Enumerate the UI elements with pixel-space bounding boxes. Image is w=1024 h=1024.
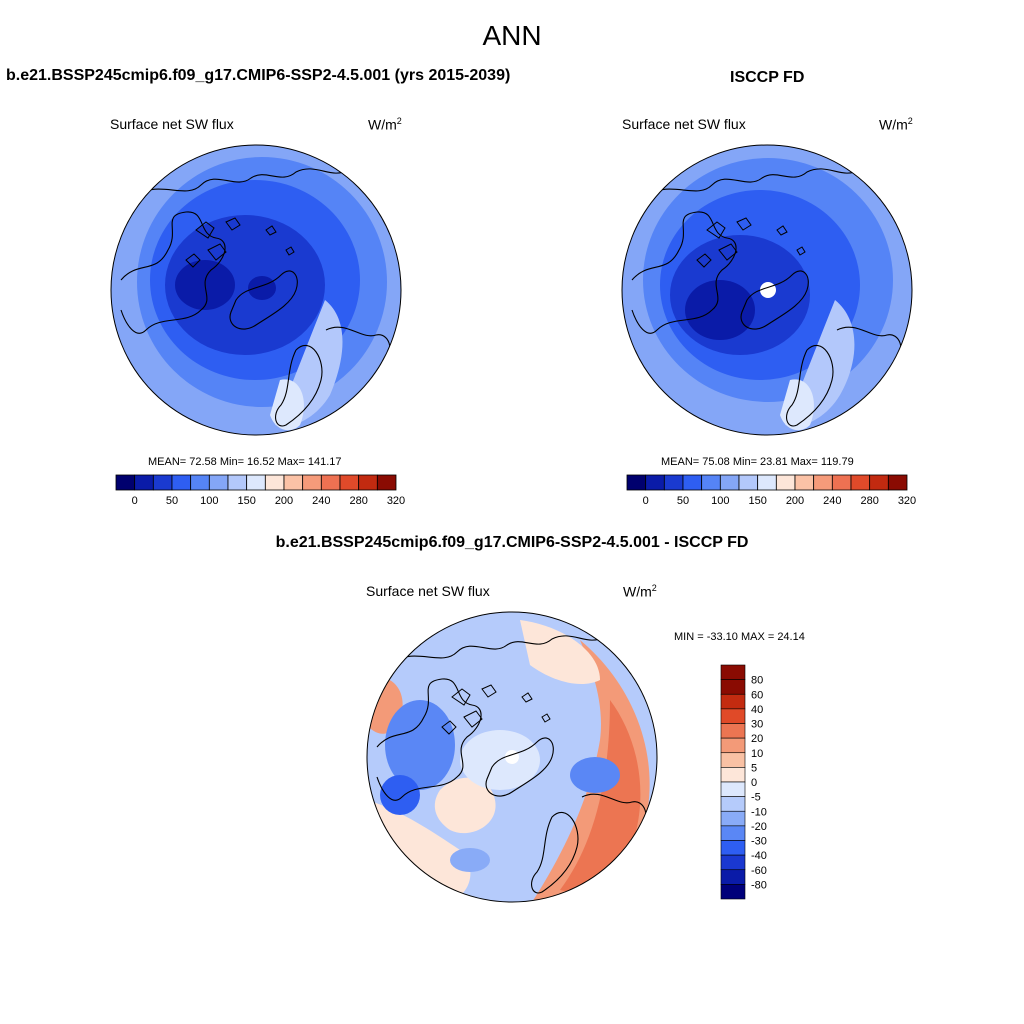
model-panel-title: b.e21.BSSP245cmip6.f09_g17.CMIP6-SSP2-4.… <box>6 67 511 84</box>
diff-colorbar-box <box>720 723 746 739</box>
diff-colorbar: 80 60 40 30 20 10 5 0 -5 -10 -20 -30 -40 -60 -80 <box>720 664 767 900</box>
model-colorbar-tick-label: 200 <box>275 495 293 507</box>
model-colorbar-tick-label: 0 <box>132 495 138 507</box>
model-colorbar-tick-label: 320 <box>387 495 405 507</box>
model-colorbar-box <box>283 474 304 491</box>
obs-colorbar-tick-label: 0 <box>643 495 649 507</box>
model-colorbar-tick-label: 100 <box>200 495 218 507</box>
obs-colorbar-box <box>719 474 740 491</box>
diff-colorbar-tick-label: -30 <box>751 836 767 848</box>
figure-title: ANN <box>482 20 542 51</box>
diff-colorbar-tick-label: 0 <box>751 777 757 789</box>
diff-colorbar-box <box>720 737 746 754</box>
model-variable-label: Surface net SW flux <box>110 116 234 132</box>
diff-colorbar-box <box>720 693 746 710</box>
obs-colorbar-box <box>738 474 759 491</box>
diff-colorbar-box <box>720 869 746 885</box>
model-colorbar: 0 50 100 150 200 240 280 320 <box>115 474 405 507</box>
diff-colorbar-tick-label: -60 <box>751 865 767 877</box>
model-colorbar-tick-label: 50 <box>166 495 178 507</box>
model-colorbar-tick-label: 150 <box>237 495 255 507</box>
model-colorbar-box <box>339 474 360 491</box>
model-colorbar-box <box>264 474 285 491</box>
model-colorbar-box <box>115 474 136 491</box>
obs-colorbar-box <box>831 474 852 491</box>
diff-units-label: W/m2 <box>623 583 657 600</box>
model-colorbar-box <box>208 474 229 491</box>
obs-colorbar-box <box>794 474 815 491</box>
obs-colorbar-box <box>682 474 703 491</box>
obs-colorbar-box <box>757 474 777 491</box>
model-colorbar-box <box>320 474 341 491</box>
diff-colorbar-box <box>720 796 746 812</box>
diff-colorbar-tick-label: 5 <box>751 762 757 774</box>
obs-colorbar-tick-label: 100 <box>711 495 729 507</box>
model-colorbar-box <box>358 474 378 491</box>
obs-colorbar-tick-label: 150 <box>748 495 766 507</box>
diff-colorbar-tick-label: -10 <box>751 806 767 818</box>
obs-stats: MEAN= 75.08 Min= 23.81 Max= 119.79 <box>661 456 854 468</box>
diff-colorbar-box <box>720 825 746 841</box>
diff-colorbar-box <box>720 708 746 724</box>
diff-colorbar-box <box>720 679 746 695</box>
obs-colorbar-box <box>850 474 871 491</box>
obs-colorbar: 0 50 100 150 200 240 280 320 <box>626 474 916 507</box>
obs-colorbar-box <box>626 474 647 491</box>
obs-colorbar-box <box>869 474 889 491</box>
model-colorbar-box <box>171 474 192 491</box>
diff-colorbar-box <box>720 752 746 768</box>
model-stats: MEAN= 72.58 Min= 16.52 Max= 141.17 <box>148 456 342 468</box>
diff-colorbar-tick-label: 80 <box>751 675 763 687</box>
obs-colorbar-tick-label: 50 <box>677 495 689 507</box>
obs-polar-map <box>621 144 913 436</box>
obs-colorbar-box <box>813 474 833 491</box>
obs-colorbar-box <box>887 474 908 491</box>
obs-colorbar-box <box>663 474 684 491</box>
diff-colorbar-tick-label: 20 <box>751 733 763 745</box>
diff-panel-title: b.e21.BSSP245cmip6.f09_g17.CMIP6-SSP2-4.… <box>275 534 749 551</box>
model-polar-map <box>110 144 402 436</box>
model-units-label: W/m2 <box>368 116 402 133</box>
diff-colorbar-box <box>720 664 746 680</box>
model-colorbar-tick-label: 240 <box>312 495 330 507</box>
model-colorbar-box <box>246 474 266 491</box>
obs-colorbar-tick-label: 240 <box>823 495 841 507</box>
model-colorbar-box <box>152 474 173 491</box>
obs-panel-title: ISCCP FD <box>730 69 805 86</box>
model-colorbar-tick-label: 280 <box>349 495 367 507</box>
obs-colorbar-tick-label: 320 <box>898 495 916 507</box>
diff-colorbar-tick-label: 40 <box>751 704 763 716</box>
diff-colorbar-tick-label: -40 <box>751 850 767 862</box>
diff-colorbar-box <box>720 810 746 827</box>
obs-colorbar-box <box>775 474 796 491</box>
diff-colorbar-box <box>720 767 746 783</box>
obs-colorbar-box <box>701 474 721 491</box>
diff-colorbar-tick-label: 10 <box>751 748 763 760</box>
diff-stats: MIN = -33.10 MAX = 24.14 <box>674 631 805 643</box>
diff-variable-label: Surface net SW flux <box>366 583 490 599</box>
diff-colorbar-box <box>720 884 746 900</box>
diff-colorbar-tick-label: -20 <box>751 821 767 833</box>
obs-colorbar-box <box>645 474 665 491</box>
diff-colorbar-box <box>720 854 746 871</box>
diff-polar-map <box>366 611 658 903</box>
obs-units-label: W/m2 <box>879 116 913 133</box>
obs-colorbar-tick-label: 280 <box>860 495 878 507</box>
obs-colorbar-tick-label: 200 <box>786 495 804 507</box>
diff-colorbar-tick-label: -80 <box>751 879 767 891</box>
model-colorbar-box <box>227 474 248 491</box>
model-colorbar-box <box>376 474 397 491</box>
obs-variable-label: Surface net SW flux <box>622 116 746 132</box>
model-colorbar-box <box>134 474 154 491</box>
diff-colorbar-tick-label: 30 <box>751 719 763 731</box>
model-colorbar-box <box>302 474 322 491</box>
diff-colorbar-tick-label: -5 <box>751 792 761 804</box>
model-colorbar-box <box>190 474 210 491</box>
diff-colorbar-box <box>720 781 746 797</box>
diff-colorbar-box <box>720 840 746 856</box>
diff-colorbar-tick-label: 60 <box>751 689 763 701</box>
